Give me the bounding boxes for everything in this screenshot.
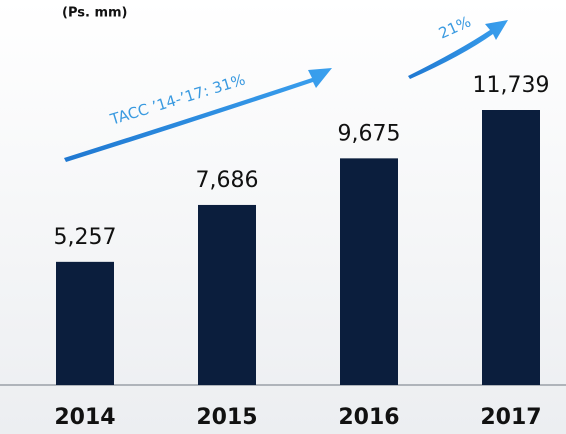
x-tick-label: 2017	[480, 405, 541, 430]
value-label: 5,257	[54, 225, 117, 250]
value-label: 9,675	[338, 121, 401, 146]
x-tick-label: 2014	[54, 405, 115, 430]
growth-arrow	[64, 68, 332, 162]
bar	[340, 158, 398, 385]
chart-subtitle: (Ps. mm)	[62, 6, 127, 21]
value-label: 7,686	[196, 168, 259, 193]
bar	[198, 204, 256, 385]
bar	[482, 110, 540, 385]
value-label: 11,739	[473, 73, 550, 98]
x-tick-label: 2015	[196, 405, 257, 430]
growth-arrow	[408, 20, 508, 79]
bar	[56, 261, 114, 385]
x-tick-label: 2016	[338, 405, 399, 430]
